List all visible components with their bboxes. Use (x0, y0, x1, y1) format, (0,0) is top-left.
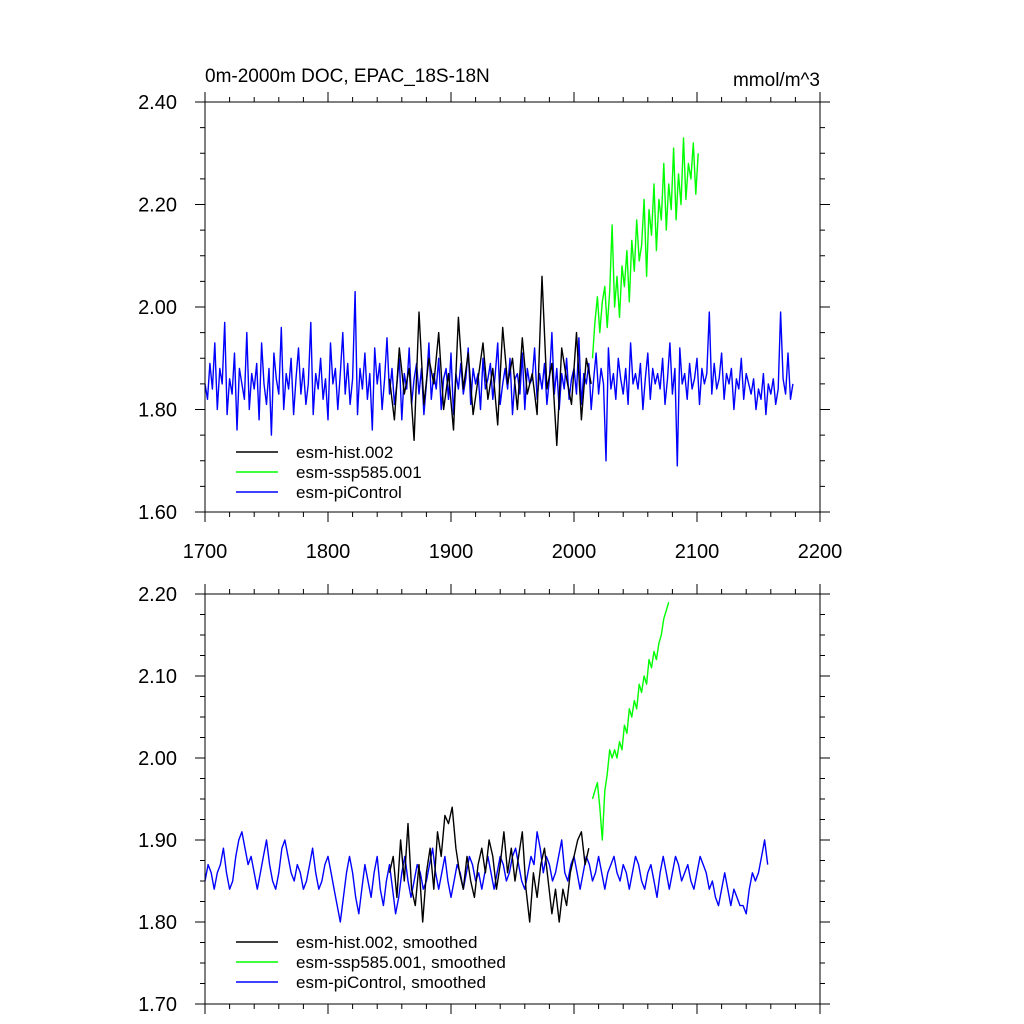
bottom-ticks: 1.70 1.80 1.90 2.00 2.10 2.20 (138, 584, 830, 1016)
legend-label: esm-piControl, smoothed (296, 973, 486, 992)
series-line-esm-picontrol-smoothed (204, 831, 769, 923)
y-tick-label: 2.00 (138, 748, 177, 770)
series-line-esm-hist-002 (388, 275, 592, 447)
x-tick-label: 2200 (798, 541, 843, 563)
y-tick-label: 1.80 (138, 400, 177, 422)
legend-label: esm-ssp585.001, smoothed (296, 953, 506, 972)
y-tick-label: 1.60 (138, 502, 177, 524)
x-tick-label: 2100 (675, 541, 720, 563)
bottom-series-lines (204, 602, 769, 923)
x-tick-label: 1900 (429, 541, 474, 563)
series-line-esm-hist-002-smoothed (388, 806, 590, 923)
legend-label: esm-hist.002, smoothed (296, 933, 477, 952)
series-line-esm-ssp585-001 (591, 137, 699, 359)
x-tick-label: 1800 (306, 541, 351, 563)
series-line-esm-ssp585-001-smoothed (591, 602, 670, 841)
top-series-lines (204, 137, 794, 467)
y-tick-label: 2.20 (138, 584, 177, 606)
y-tick-label: 2.00 (138, 297, 177, 319)
legend-label: esm-piControl (296, 483, 402, 502)
y-tick-label: 2.10 (138, 666, 177, 688)
top-panel: 0m-2000m DOC, EPAC_18S-18N mmol/m^3 1.60… (138, 66, 842, 563)
top-plot-frame (204, 101, 821, 513)
series-line-esm-picontrol (204, 290, 794, 467)
units-label: mmol/m^3 (733, 70, 820, 91)
y-tick-label: 2.20 (138, 195, 177, 217)
y-tick-label: 1.80 (138, 912, 177, 934)
legend-label: esm-ssp585.001 (296, 463, 422, 482)
legend-label: esm-hist.002 (296, 443, 393, 462)
y-tick-label: 1.90 (138, 830, 177, 852)
top-ticks: 1.60 1.80 2.00 2.20 2.40 1700 1800 1900 2000 2100… (138, 92, 842, 563)
y-tick-label: 1.70 (138, 994, 177, 1016)
bottom-panel: 1.70 1.80 1.90 2.00 2.10 2.20 esm-hist.002, s… (138, 584, 830, 1016)
chart-title: 0m-2000m DOC, EPAC_18S-18N (205, 66, 490, 87)
y-tick-label: 2.40 (138, 92, 177, 114)
x-tick-label: 1700 (183, 541, 228, 563)
bottom-plot-frame (204, 593, 821, 1005)
x-tick-label: 2000 (552, 541, 597, 563)
